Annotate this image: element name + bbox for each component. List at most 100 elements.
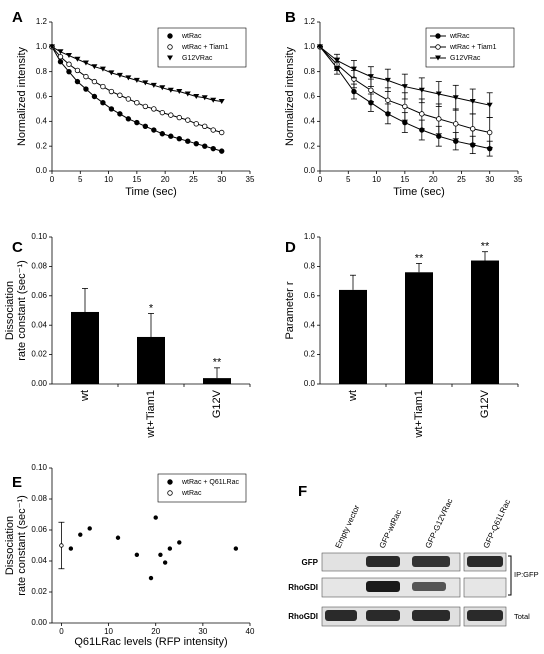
x-tick-label: 35 xyxy=(514,175,523,184)
data-point xyxy=(142,123,149,129)
data-point xyxy=(108,70,115,76)
y-tick-label: 0.4 xyxy=(304,320,316,329)
data-point xyxy=(74,56,81,62)
data-point xyxy=(65,53,72,59)
data-point xyxy=(159,109,166,116)
lane-label: GFP-Q61LRac xyxy=(482,498,513,550)
data-point xyxy=(150,82,157,88)
data-point xyxy=(151,127,157,133)
annotation: ** xyxy=(481,241,490,253)
y-tick-label: 0.02 xyxy=(31,350,47,359)
x-tick-label: 10 xyxy=(104,627,113,636)
data-point xyxy=(367,74,374,80)
data-point xyxy=(402,119,408,126)
data-point xyxy=(436,133,442,139)
data-point xyxy=(66,68,72,75)
data-point xyxy=(436,116,442,122)
y-axis-label: rate constant (sec⁻¹) xyxy=(16,495,28,596)
legend-marker xyxy=(167,44,173,50)
band xyxy=(366,610,400,621)
y-tick-label: 0.0 xyxy=(304,166,316,175)
legend-box xyxy=(157,473,247,503)
row-label: RhoGDI xyxy=(288,583,318,592)
y-axis-label: Parameter r xyxy=(284,281,296,339)
data-point xyxy=(351,88,357,95)
bracket xyxy=(508,555,512,596)
data-point xyxy=(176,89,183,95)
data-point xyxy=(82,60,89,66)
data-point xyxy=(83,86,89,92)
data-point xyxy=(435,91,442,97)
x-tick-label: 20 xyxy=(151,627,160,636)
y-tick-label: 1.0 xyxy=(36,42,48,51)
data-point xyxy=(78,532,83,537)
x-tick-label: 20 xyxy=(161,175,170,184)
data-point xyxy=(108,106,115,112)
y-tick-label: 0.10 xyxy=(31,463,47,472)
y-tick-label: 0.8 xyxy=(304,67,316,76)
legend-label: G12VRac xyxy=(182,55,213,62)
data-point xyxy=(168,112,174,118)
y-axis-label: Dissociation xyxy=(4,516,16,575)
legend-label: wtRac xyxy=(449,33,470,40)
y-tick-label: 1.0 xyxy=(304,232,316,241)
annotation: ** xyxy=(415,252,424,264)
legend-marker xyxy=(167,490,173,496)
lane-label: GFP-G12VRac xyxy=(424,497,455,550)
data-point xyxy=(142,80,149,86)
band xyxy=(366,581,400,592)
data-point xyxy=(142,103,149,110)
bar xyxy=(471,260,499,384)
blot-strip xyxy=(463,577,507,598)
x-axis-label: Q61LRac levels (RFP intensity) xyxy=(74,636,227,648)
data-point xyxy=(193,94,200,99)
x-tick-label: 30 xyxy=(198,627,207,636)
y-axis-label: rate constant (sec⁻¹) xyxy=(16,260,28,361)
x-tick-label: 10 xyxy=(104,175,113,184)
y-tick-label: 0.06 xyxy=(31,525,47,534)
data-point xyxy=(74,67,81,74)
y-tick-label: 0.0 xyxy=(304,379,316,388)
legend-marker xyxy=(435,33,441,39)
x-tick-label: 0 xyxy=(318,175,323,184)
data-point xyxy=(108,88,115,95)
data-point xyxy=(350,66,357,72)
data-point xyxy=(368,87,374,93)
y-tick-label: 0.0 xyxy=(36,166,48,175)
annotation: ** xyxy=(213,357,222,369)
y-tick-label: 0.10 xyxy=(31,232,47,241)
data-point xyxy=(49,44,55,50)
data-point xyxy=(184,91,191,97)
data-point xyxy=(402,103,408,110)
data-point xyxy=(148,575,154,581)
y-tick-label: 0.04 xyxy=(31,556,47,565)
data-point xyxy=(168,133,174,139)
data-point xyxy=(115,535,121,540)
y-tick-label: 0.06 xyxy=(31,291,47,300)
data-point xyxy=(57,54,64,60)
data-point xyxy=(218,98,225,104)
data-point xyxy=(91,64,98,70)
data-point xyxy=(134,119,140,126)
x-tick-label: wt xyxy=(79,390,91,402)
data-point xyxy=(384,77,391,83)
lane-label: Empty vector xyxy=(334,503,362,549)
y-tick-label: 0.8 xyxy=(36,67,48,76)
data-point xyxy=(159,131,166,137)
x-tick-label: 30 xyxy=(217,175,226,184)
y-tick-label: 0.08 xyxy=(31,262,47,271)
y-tick-label: 0.2 xyxy=(36,141,48,150)
data-point xyxy=(176,114,182,121)
row-label: RhoGDI xyxy=(288,612,318,621)
data-point xyxy=(210,97,217,103)
legend-label: wtRac xyxy=(181,33,202,40)
x-tick-label: G12V xyxy=(479,389,491,418)
y-tick-label: 0.2 xyxy=(304,141,316,150)
panel-letter: A xyxy=(12,9,23,26)
data-point xyxy=(57,49,64,55)
legend-marker xyxy=(167,33,173,39)
data-point xyxy=(452,95,459,101)
y-tick-label: 0.6 xyxy=(304,92,316,101)
y-axis-label: Normalized intensity xyxy=(16,46,28,146)
data-point xyxy=(66,61,72,67)
